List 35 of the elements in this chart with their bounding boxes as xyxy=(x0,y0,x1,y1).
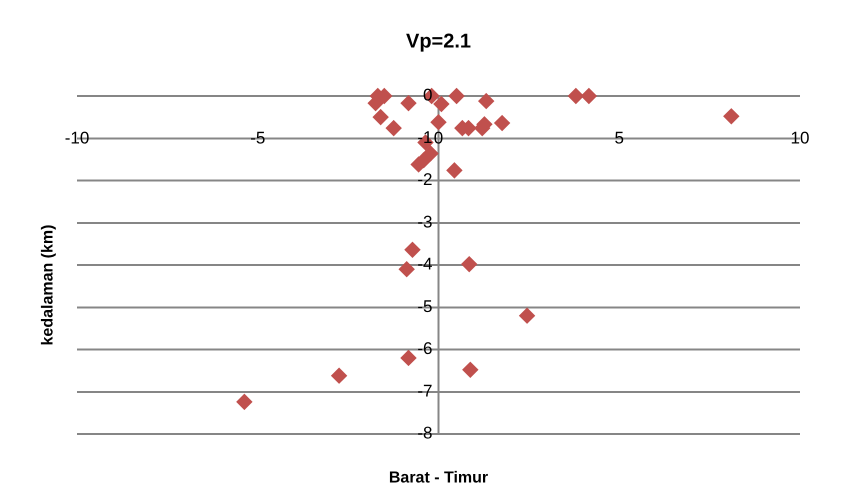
y-tick-label: -2 xyxy=(417,170,432,190)
y-tick-label: -3 xyxy=(417,212,432,232)
point xyxy=(448,88,465,104)
point xyxy=(461,256,478,272)
y-tick-label: -5 xyxy=(417,296,432,316)
point xyxy=(723,108,740,124)
x-axis-title: Barat - Timur xyxy=(388,469,488,486)
y-tick-label: -6 xyxy=(417,339,432,358)
chart-title: Vp=2.1 xyxy=(406,30,472,53)
x-tick-label: 5 xyxy=(614,128,624,148)
point xyxy=(404,242,420,258)
point xyxy=(398,261,415,278)
point xyxy=(433,96,450,112)
point xyxy=(519,308,536,324)
point xyxy=(494,115,510,132)
point xyxy=(386,120,402,136)
point xyxy=(478,93,494,110)
y-tick-label: -8 xyxy=(417,424,432,443)
point xyxy=(236,394,252,410)
x-tick-label: -10 xyxy=(64,128,90,148)
y-axis-title: kedalaman (km) xyxy=(39,224,56,346)
point xyxy=(331,368,348,384)
point xyxy=(400,95,416,112)
y-tick-label: -7 xyxy=(417,381,432,400)
point xyxy=(430,114,446,130)
x-tick-label: -5 xyxy=(250,128,266,148)
y-tick-label: -4 xyxy=(417,254,432,274)
point xyxy=(462,362,478,378)
point xyxy=(372,109,389,126)
point xyxy=(400,350,416,366)
point xyxy=(568,88,584,104)
y-tick-label: 0 xyxy=(423,86,432,105)
point xyxy=(446,162,462,178)
point xyxy=(580,88,597,104)
x-tick-label: 10 xyxy=(790,128,810,148)
